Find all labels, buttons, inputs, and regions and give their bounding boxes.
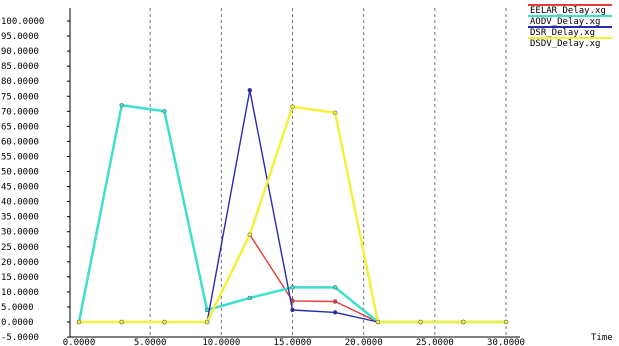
y-tick-label: 80.0000: [1, 77, 39, 87]
legend: EELAR_Delay.xgAODV_Delay.xgDSR_Delay.xgD…: [528, 4, 612, 49]
y-axis-tick-labels: -5.0000 0.0000 5.0000 10.0000 15.0000 20.0000…: [1, 17, 44, 343]
y-tick-label: 95.0000: [1, 32, 39, 42]
x-tick-label: 0.0000: [63, 338, 96, 346]
legend-entry: EELAR_Delay.xg: [530, 6, 606, 16]
x-tick-label: 20.0000: [345, 338, 383, 346]
data-point: [247, 295, 253, 301]
series-4: [76, 104, 509, 325]
x-axis-tick-labels: 0.0000 5.0000 10.0000 15.0000 20.0000 25.0000…: [63, 338, 525, 346]
data-point: [290, 307, 295, 313]
legend-entry: DSDV_Delay.xg: [530, 39, 600, 49]
y-tick-label: 0.0000: [1, 318, 34, 328]
y-tick-label: 45.0000: [1, 183, 39, 193]
y-tick-label: 15.0000: [1, 273, 39, 283]
data-point: [162, 319, 167, 325]
data-point: [247, 232, 253, 237]
x-tick-label: 15.0000: [274, 338, 312, 346]
y-tick-label: 75.0000: [1, 92, 39, 102]
data-point: [375, 319, 381, 325]
data-point: [204, 319, 210, 325]
y-tick-label: 85.0000: [1, 62, 39, 72]
data-point: [332, 299, 338, 304]
data-point: [332, 285, 338, 290]
y-tick-label: -5.0000: [1, 333, 39, 343]
y-tick-label: 35.0000: [1, 213, 39, 223]
data-point: [418, 319, 423, 325]
data-point: [503, 319, 509, 325]
y-tick-label: 90.0000: [1, 47, 39, 57]
legend-entry: AODV_Delay.xg: [530, 17, 600, 27]
y-tick-label: 5.0000: [1, 303, 34, 313]
y-tick-label: 55.0000: [1, 152, 39, 162]
x-tick-label: 5.0000: [134, 338, 167, 346]
y-tick-label: 20.0000: [1, 258, 39, 268]
x-tick-label: 25.0000: [416, 338, 454, 346]
data-point: [332, 110, 338, 116]
grid: [149, 8, 507, 338]
y-tick-label: 40.0000: [1, 198, 39, 208]
y-tick-label: 50.0000: [1, 168, 39, 178]
y-tick-label: 70.0000: [1, 107, 39, 117]
data-point: [461, 319, 466, 325]
axes: [67, 8, 520, 338]
y-tick-label: 65.0000: [1, 122, 39, 132]
y-tick-label: 100.0000: [1, 17, 44, 27]
data-point: [290, 104, 295, 110]
data-point: [162, 109, 167, 114]
data-point: [247, 87, 253, 93]
series-lines: [76, 87, 509, 325]
x-axis-label: Time: [591, 333, 613, 343]
x-tick-label: 10.0000: [202, 338, 240, 346]
y-tick-label: 10.0000: [1, 288, 39, 298]
y-tick-label: 60.0000: [1, 137, 39, 147]
data-point: [76, 319, 82, 325]
x-tick-label: 30.0000: [487, 338, 525, 346]
data-point: [119, 103, 124, 108]
legend-entry: DSR_Delay.xg: [530, 28, 595, 38]
data-point: [290, 285, 295, 290]
y-tick-label: 25.0000: [1, 243, 39, 253]
data-point: [332, 310, 338, 315]
data-point: [119, 319, 124, 325]
y-tick-label: 30.0000: [1, 228, 39, 238]
